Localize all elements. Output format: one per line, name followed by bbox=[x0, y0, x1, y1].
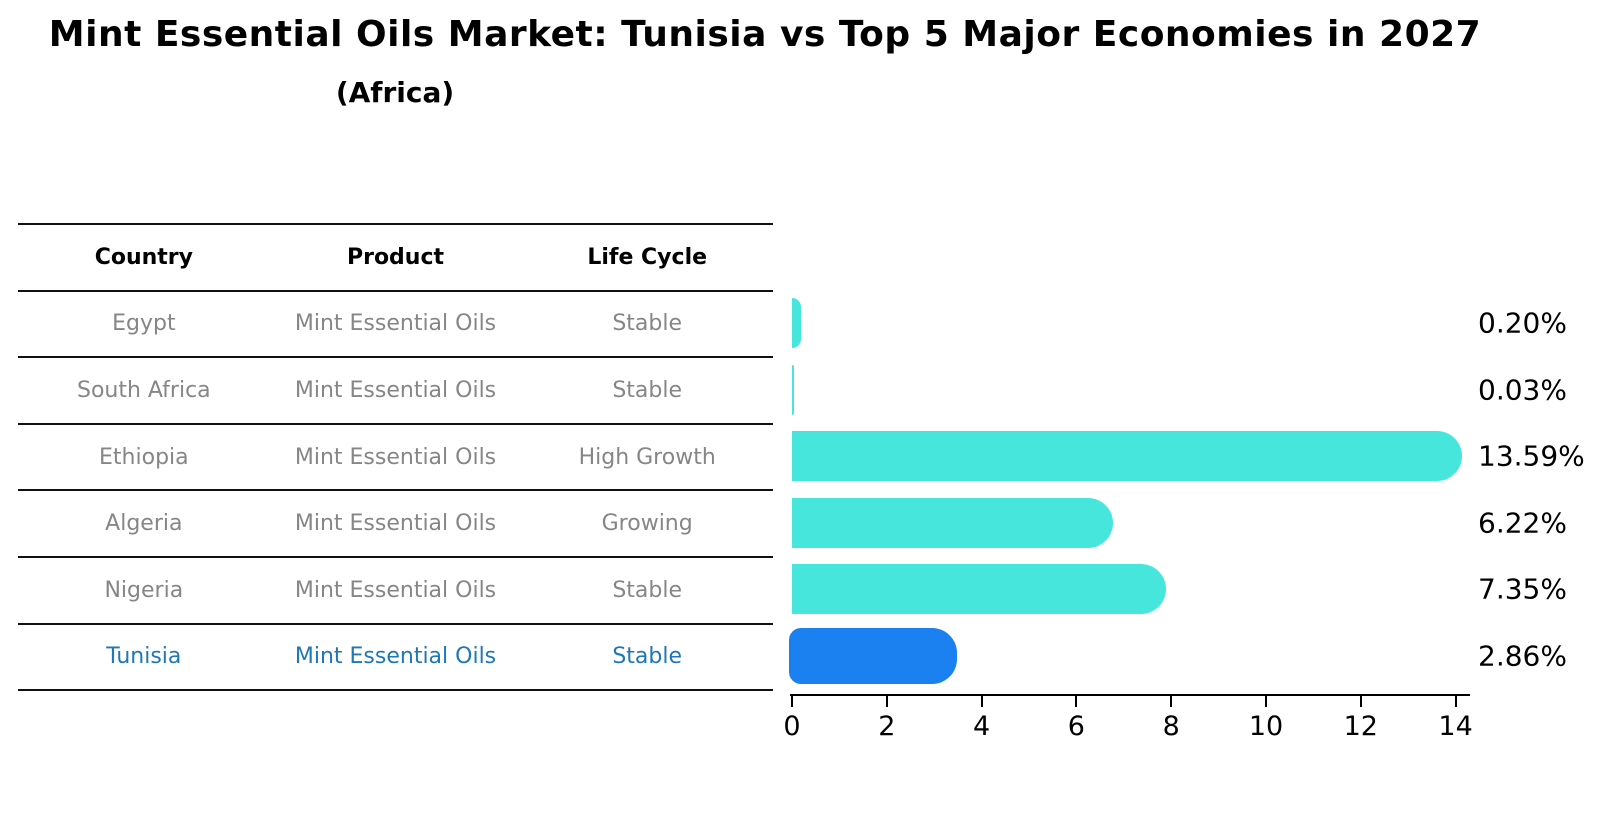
cell-product: Mint Essential Oils bbox=[294, 311, 497, 337]
chart-title: Mint Essential Oils Market: Tunisia vs T… bbox=[48, 14, 1482, 55]
column-header-product: Product bbox=[346, 244, 445, 270]
value-label-algeria: 6.22% bbox=[1478, 506, 1567, 540]
cell-product: Mint Essential Oils bbox=[294, 644, 497, 670]
cell-product: Mint Essential Oils bbox=[294, 444, 497, 470]
x-tick-mark bbox=[1454, 696, 1457, 707]
x-tick-mark bbox=[1359, 696, 1362, 707]
x-tick-mark bbox=[1265, 696, 1267, 707]
cell-life-cycle: Stable bbox=[612, 577, 683, 603]
cell-life-cycle: Stable bbox=[612, 311, 683, 337]
table-header-row: Country Product Life Cycle bbox=[18, 225, 773, 292]
x-tick-label: 14 bbox=[1438, 711, 1473, 742]
bar-tunisia bbox=[789, 627, 957, 684]
x-tick-label: 10 bbox=[1248, 711, 1284, 742]
x-axis-line bbox=[790, 694, 1470, 696]
table-row: Ethiopia Mint Essential Oils High Growth bbox=[18, 425, 773, 492]
bar-south-africa bbox=[792, 364, 794, 415]
x-tick-mark bbox=[1170, 696, 1173, 707]
table-row: South Africa Mint Essential Oils Stable bbox=[18, 358, 773, 425]
cell-country: Ethiopia bbox=[99, 444, 189, 470]
cell-life-cycle: Stable bbox=[612, 377, 683, 403]
x-tick-label: 2 bbox=[878, 711, 896, 742]
column-header-life-cycle: Life Cycle bbox=[587, 244, 708, 270]
x-tick-mark bbox=[885, 696, 888, 707]
cell-life-cycle: Growing bbox=[601, 511, 693, 537]
cell-country: Tunisia bbox=[106, 644, 182, 670]
x-tick-label: 12 bbox=[1343, 711, 1378, 742]
bar-algeria bbox=[792, 497, 1113, 548]
value-label-egypt: 0.20% bbox=[1478, 306, 1567, 340]
cell-country: South Africa bbox=[76, 377, 211, 403]
x-tick-label: 4 bbox=[973, 711, 991, 742]
cell-product: Mint Essential Oils bbox=[294, 577, 497, 603]
table-row: Nigeria Mint Essential Oils Stable bbox=[18, 558, 773, 625]
value-label-tunisia: 2.86% bbox=[1478, 639, 1567, 673]
x-tick-label: 6 bbox=[1067, 711, 1085, 742]
table-row: Tunisia Mint Essential Oils Stable bbox=[18, 625, 773, 692]
chart-subtitle: (Africa) bbox=[335, 76, 455, 109]
column-header-country: Country bbox=[94, 244, 193, 270]
value-label-nigeria: 7.35% bbox=[1478, 572, 1567, 606]
comparison-table: Country Product Life Cycle Egypt Mint Essent… bbox=[18, 223, 773, 692]
cell-product: Mint Essential Oils bbox=[294, 377, 497, 403]
table-row: Algeria Mint Essential Oils Growing bbox=[18, 491, 773, 558]
x-tick-label: 8 bbox=[1162, 711, 1180, 742]
bar-ethiopia bbox=[792, 431, 1463, 482]
cell-life-cycle: High Growth bbox=[578, 444, 716, 470]
cell-country: Nigeria bbox=[104, 577, 184, 603]
x-tick-mark bbox=[791, 696, 793, 707]
bar-nigeria bbox=[792, 564, 1167, 615]
table-row: Egypt Mint Essential Oils Stable bbox=[18, 292, 773, 359]
value-label-south-africa: 0.03% bbox=[1478, 373, 1567, 406]
x-tick-label: 0 bbox=[783, 711, 801, 742]
cell-life-cycle: Stable bbox=[612, 644, 683, 670]
cell-country: Algeria bbox=[105, 511, 183, 537]
bar-egypt bbox=[792, 297, 802, 348]
x-tick-mark bbox=[980, 696, 983, 707]
cell-product: Mint Essential Oils bbox=[294, 511, 497, 537]
x-tick-mark bbox=[1075, 696, 1078, 707]
cell-country: Egypt bbox=[112, 311, 176, 337]
value-label-ethiopia: 13.59% bbox=[1478, 439, 1585, 473]
